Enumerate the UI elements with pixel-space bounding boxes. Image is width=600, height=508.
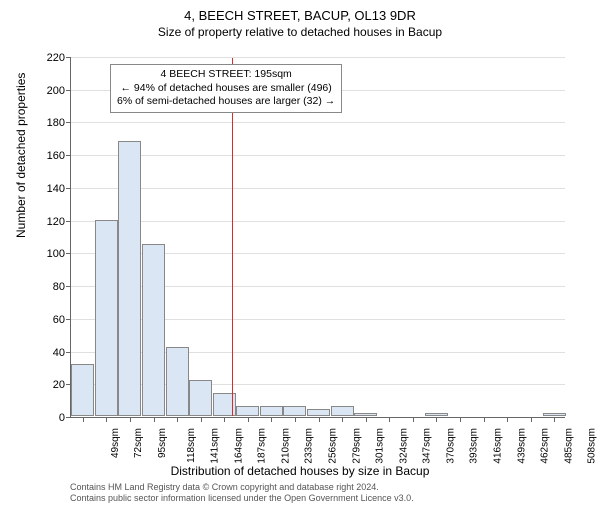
ytick-label: 60 (25, 314, 65, 326)
footer-line: Contains public sector information licen… (70, 493, 414, 504)
histogram-bar (260, 406, 283, 416)
xtick-label: 164sqm (233, 428, 244, 464)
histogram-bar (118, 141, 141, 416)
footer-line: Contains HM Land Registry data © Crown c… (70, 482, 414, 493)
ytick-label: 160 (25, 150, 65, 162)
histogram-bar (166, 347, 189, 416)
ytick-label: 120 (25, 216, 65, 228)
xtick-mark (342, 417, 343, 422)
xtick-mark (106, 417, 107, 422)
xtick-label: 72sqm (133, 428, 144, 458)
ytick-label: 20 (25, 379, 65, 391)
xtick-mark (295, 417, 296, 422)
xtick-label: 210sqm (280, 428, 291, 464)
gridline (71, 122, 565, 123)
ytick-label: 220 (25, 52, 65, 64)
xtick-label: 439sqm (516, 428, 527, 464)
gridline (71, 188, 565, 189)
ytick-mark (66, 188, 71, 189)
ytick-label: 200 (25, 85, 65, 97)
xtick-label: 49sqm (110, 428, 121, 458)
ytick-label: 40 (25, 347, 65, 359)
histogram-bar (307, 409, 330, 416)
xtick-label: 416sqm (493, 428, 504, 464)
x-axis-label: Distribution of detached houses by size … (0, 464, 600, 478)
histogram-bar (95, 220, 118, 416)
ytick-label: 140 (25, 183, 65, 195)
xtick-mark (130, 417, 131, 422)
ytick-label: 80 (25, 281, 65, 293)
ytick-mark (66, 286, 71, 287)
ytick-mark (66, 57, 71, 58)
xtick-mark (154, 417, 155, 422)
chart-title-main: 4, BEECH STREET, BACUP, OL13 9DR (0, 8, 600, 23)
chart-area: 02040608010012014016018020022049sqm72sqm… (70, 58, 565, 418)
xtick-mark (484, 417, 485, 422)
xtick-mark (366, 417, 367, 422)
xtick-label: 301sqm (375, 428, 386, 464)
ytick-label: 0 (25, 412, 65, 424)
xtick-label: 95sqm (157, 428, 168, 458)
xtick-label: 347sqm (422, 428, 433, 464)
xtick-mark (248, 417, 249, 422)
histogram-bar (543, 413, 566, 416)
annotation-line: 4 BEECH STREET: 195sqm (117, 68, 335, 82)
xtick-mark (436, 417, 437, 422)
xtick-mark (177, 417, 178, 422)
xtick-label: 279sqm (351, 428, 362, 464)
ytick-mark (66, 122, 71, 123)
xtick-label: 370sqm (445, 428, 456, 464)
ytick-mark (66, 319, 71, 320)
xtick-label: 118sqm (185, 428, 196, 463)
xtick-label: 141sqm (210, 428, 221, 464)
xtick-label: 508sqm (587, 428, 598, 464)
chart-title-sub: Size of property relative to detached ho… (0, 25, 600, 39)
xtick-mark (201, 417, 202, 422)
xtick-label: 256sqm (328, 428, 339, 464)
ytick-mark (66, 155, 71, 156)
ytick-mark (66, 90, 71, 91)
xtick-label: 462sqm (540, 428, 551, 464)
histogram-bar (283, 406, 306, 416)
xtick-mark (389, 417, 390, 422)
annotation-line: ← 94% of detached houses are smaller (49… (117, 82, 335, 96)
histogram-bar (71, 364, 94, 416)
gridline (71, 57, 565, 58)
histogram-bar (331, 406, 354, 416)
annotation-line: 6% of semi-detached houses are larger (3… (117, 95, 335, 109)
xtick-label: 187sqm (257, 428, 268, 464)
footer-attribution: Contains HM Land Registry data © Crown c… (70, 482, 414, 505)
xtick-mark (413, 417, 414, 422)
ytick-mark (66, 417, 71, 418)
gridline (71, 221, 565, 222)
xtick-mark (224, 417, 225, 422)
ytick-label: 180 (25, 117, 65, 129)
xtick-mark (271, 417, 272, 422)
ytick-mark (66, 352, 71, 353)
xtick-label: 485sqm (563, 428, 574, 464)
xtick-label: 393sqm (469, 428, 480, 464)
xtick-mark (460, 417, 461, 422)
xtick-mark (507, 417, 508, 422)
ytick-label: 100 (25, 248, 65, 260)
xtick-mark (83, 417, 84, 422)
gridline (71, 155, 565, 156)
annotation-box: 4 BEECH STREET: 195sqm ← 94% of detached… (110, 64, 342, 113)
histogram-bar (142, 244, 165, 416)
histogram-bar (189, 380, 212, 416)
ytick-mark (66, 221, 71, 222)
xtick-label: 233sqm (304, 428, 315, 464)
xtick-mark (554, 417, 555, 422)
ytick-mark (66, 253, 71, 254)
histogram-bar (425, 413, 448, 416)
histogram-bar (236, 406, 259, 416)
histogram-bar (354, 413, 377, 416)
xtick-mark (531, 417, 532, 422)
xtick-mark (319, 417, 320, 422)
xtick-label: 324sqm (398, 428, 409, 464)
